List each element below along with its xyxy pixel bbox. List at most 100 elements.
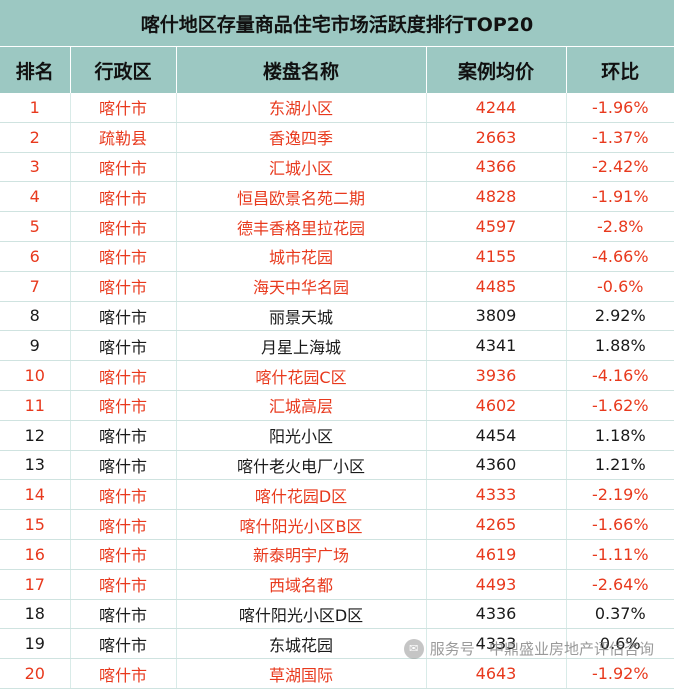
cell-change: -0.6% — [566, 271, 674, 302]
cell-district: 喀什市 — [70, 420, 177, 451]
table-row: 5 喀什市 德丰香格里拉花园 4597 -2.8% — [0, 211, 674, 242]
cell-name: 喀什阳光小区B区 — [176, 509, 427, 540]
table-row: 1 喀什市 东湖小区 4244 -1.96% — [0, 93, 674, 123]
cell-rank: 4 — [0, 181, 71, 213]
cell-name: 德丰香格里拉花园 — [176, 211, 427, 242]
watermark-text: 服务号 · 中鼎盛业房地产评估咨询 — [429, 640, 654, 658]
cell-district: 喀什市 — [70, 479, 177, 511]
table-row: 9 喀什市 月星上海城 4341 1.88% — [0, 330, 674, 362]
cell-change: -2.19% — [566, 479, 674, 511]
table-row: 11 喀什市 汇城高层 4602 -1.62% — [0, 390, 674, 421]
table-row: 3 喀什市 汇城小区 4366 -2.42% — [0, 152, 674, 183]
column-header-change: 环比 — [566, 47, 674, 93]
cell-rank: 7 — [0, 271, 71, 302]
cell-price: 4341 — [426, 330, 567, 362]
cell-price: 4828 — [426, 181, 567, 213]
cell-change: -2.8% — [566, 211, 674, 242]
table-row: 12 喀什市 阳光小区 4454 1.18% — [0, 420, 674, 451]
table-row: 20 喀什市 草湖国际 4643 -1.92% — [0, 658, 674, 689]
cell-change: -4.16% — [566, 360, 674, 391]
cell-price: 4360 — [426, 450, 567, 481]
cell-rank: 1 — [0, 93, 71, 123]
cell-change: -2.42% — [566, 152, 674, 183]
cell-price: 3936 — [426, 360, 567, 391]
cell-rank: 18 — [0, 599, 71, 630]
cell-district: 喀什市 — [70, 152, 177, 183]
cell-change: -4.66% — [566, 241, 674, 272]
cell-rank: 3 — [0, 152, 71, 183]
cell-rank: 20 — [0, 658, 71, 689]
cell-name: 西域名都 — [176, 569, 427, 600]
cell-price: 4619 — [426, 539, 567, 570]
cell-rank: 5 — [0, 211, 71, 242]
cell-name: 汇城高层 — [176, 390, 427, 421]
cell-district: 喀什市 — [70, 93, 177, 123]
cell-district: 喀什市 — [70, 390, 177, 421]
cell-district: 喀什市 — [70, 181, 177, 213]
table-row: 13 喀什市 喀什老火电厂小区 4360 1.21% — [0, 450, 674, 481]
cell-change: -1.11% — [566, 539, 674, 570]
cell-price: 4244 — [426, 93, 567, 123]
cell-price: 4602 — [426, 390, 567, 421]
ranking-table: 排名 行政区 楼盘名称 案例均价 环比 1 喀什市 东湖小区 4244 -1.96% 2 疏… — [0, 47, 674, 689]
cell-name: 东湖小区 — [176, 93, 427, 123]
cell-change: 0.37% — [566, 599, 674, 630]
cell-name: 月星上海城 — [176, 330, 427, 362]
watermark: ✉ 服务号 · 中鼎盛业房地产评估咨询 — [403, 638, 654, 659]
cell-name: 东城花园 — [176, 628, 427, 660]
cell-rank: 17 — [0, 569, 71, 600]
cell-rank: 12 — [0, 420, 71, 451]
cell-district: 喀什市 — [70, 360, 177, 391]
cell-price: 4155 — [426, 241, 567, 272]
cell-district: 喀什市 — [70, 301, 177, 332]
table-row: 4 喀什市 恒昌欧景名苑二期 4828 -1.91% — [0, 181, 674, 213]
cell-rank: 9 — [0, 330, 71, 362]
cell-name: 海天中华名园 — [176, 271, 427, 302]
column-header-price: 案例均价 — [426, 47, 567, 93]
table-row: 7 喀什市 海天中华名园 4485 -0.6% — [0, 271, 674, 302]
cell-district: 喀什市 — [70, 509, 177, 540]
table-row: 2 疏勒县 香逸四季 2663 -1.37% — [0, 122, 674, 153]
cell-change: -1.92% — [566, 658, 674, 689]
cell-price: 4493 — [426, 569, 567, 600]
cell-price: 4643 — [426, 658, 567, 689]
cell-district: 喀什市 — [70, 271, 177, 302]
cell-rank: 11 — [0, 390, 71, 421]
cell-price: 4265 — [426, 509, 567, 540]
table-row: 15 喀什市 喀什阳光小区B区 4265 -1.66% — [0, 509, 674, 540]
cell-rank: 2 — [0, 122, 71, 153]
cell-district: 疏勒县 — [70, 122, 177, 153]
cell-rank: 13 — [0, 450, 71, 481]
wechat-icon: ✉ — [403, 638, 424, 659]
header-row: 排名 行政区 楼盘名称 案例均价 环比 — [0, 47, 674, 93]
cell-district: 喀什市 — [70, 450, 177, 481]
cell-price: 2663 — [426, 122, 567, 153]
cell-name: 喀什花园D区 — [176, 479, 427, 511]
cell-name: 丽景天城 — [176, 301, 427, 332]
cell-change: -1.66% — [566, 509, 674, 540]
cell-price: 4597 — [426, 211, 567, 242]
cell-name: 草湖国际 — [176, 658, 427, 689]
cell-price: 3809 — [426, 301, 567, 332]
table-row: 19 喀什市 东城花园 4333 0.6% — [0, 628, 674, 660]
cell-change: 1.88% — [566, 330, 674, 362]
cell-rank: 19 — [0, 628, 71, 660]
cell-change: 1.18% — [566, 420, 674, 451]
cell-district: 喀什市 — [70, 569, 177, 600]
cell-name: 喀什阳光小区D区 — [176, 599, 427, 630]
column-header-name: 楼盘名称 — [176, 47, 427, 93]
table-title: 喀什地区存量商品住宅市场活跃度排行TOP20 — [0, 0, 674, 47]
table-row: 6 喀什市 城市花园 4155 -4.66% — [0, 241, 674, 272]
cell-rank: 14 — [0, 479, 71, 511]
cell-price: 4333 — [426, 628, 567, 660]
cell-change: -1.91% — [566, 181, 674, 213]
cell-price: 4333 — [426, 479, 567, 511]
cell-district: 喀什市 — [70, 658, 177, 689]
cell-change: -1.96% — [566, 93, 674, 123]
table-row: 14 喀什市 喀什花园D区 4333 -2.19% — [0, 479, 674, 511]
cell-name: 喀什老火电厂小区 — [176, 450, 427, 481]
table-row: 10 喀什市 喀什花园C区 3936 -4.16% — [0, 360, 674, 391]
cell-district: 喀什市 — [70, 330, 177, 362]
cell-rank: 15 — [0, 509, 71, 540]
cell-name: 城市花园 — [176, 241, 427, 272]
